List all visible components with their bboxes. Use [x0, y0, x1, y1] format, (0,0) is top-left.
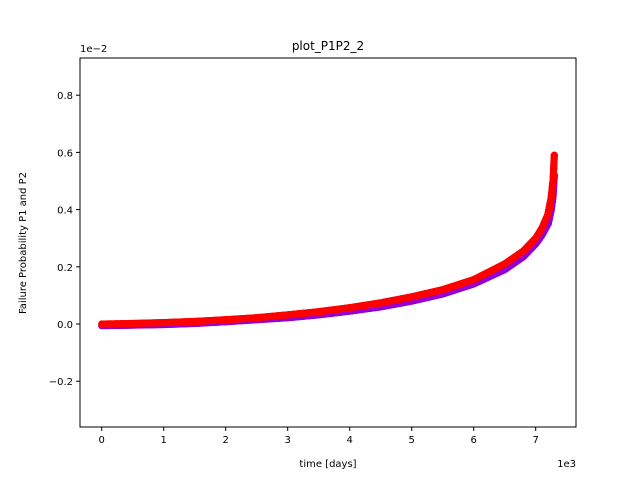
x-offset-label: 1e3	[557, 459, 576, 470]
ticks: 0 1 2 3 4 5 6 7 −0.2 0.0 0.2 0.4 0.6 0.8	[49, 91, 539, 446]
x-tick-label: 0	[99, 435, 105, 446]
y-tick-label: 0.8	[57, 91, 73, 102]
x-tick-label: 1	[161, 435, 167, 446]
x-axis-label: time [days]	[299, 459, 356, 470]
y-tick-label: 0.2	[57, 263, 73, 274]
plot-area	[98, 151, 558, 330]
x-tick-label: 5	[409, 435, 415, 446]
x-tick-label: 7	[533, 435, 539, 446]
y-axis-label: Failure Probability P1 and P2	[18, 172, 29, 314]
y-offset-label: 1e−2	[80, 44, 107, 55]
series-1-point	[550, 151, 558, 159]
series-0	[98, 171, 558, 330]
y-tick-label: −0.2	[49, 377, 73, 388]
series-1	[98, 151, 558, 328]
x-tick-label: 3	[285, 435, 291, 446]
chart-title: plot_P1P2_2	[292, 39, 364, 53]
x-tick-label: 4	[347, 435, 353, 446]
x-tick-label: 2	[223, 435, 229, 446]
y-tick-label: 0.4	[57, 206, 73, 217]
x-tick-label: 6	[471, 435, 477, 446]
plot-frame	[79, 57, 577, 428]
y-tick-label: 0.6	[57, 148, 73, 159]
y-tick-label: 0.0	[57, 320, 73, 331]
